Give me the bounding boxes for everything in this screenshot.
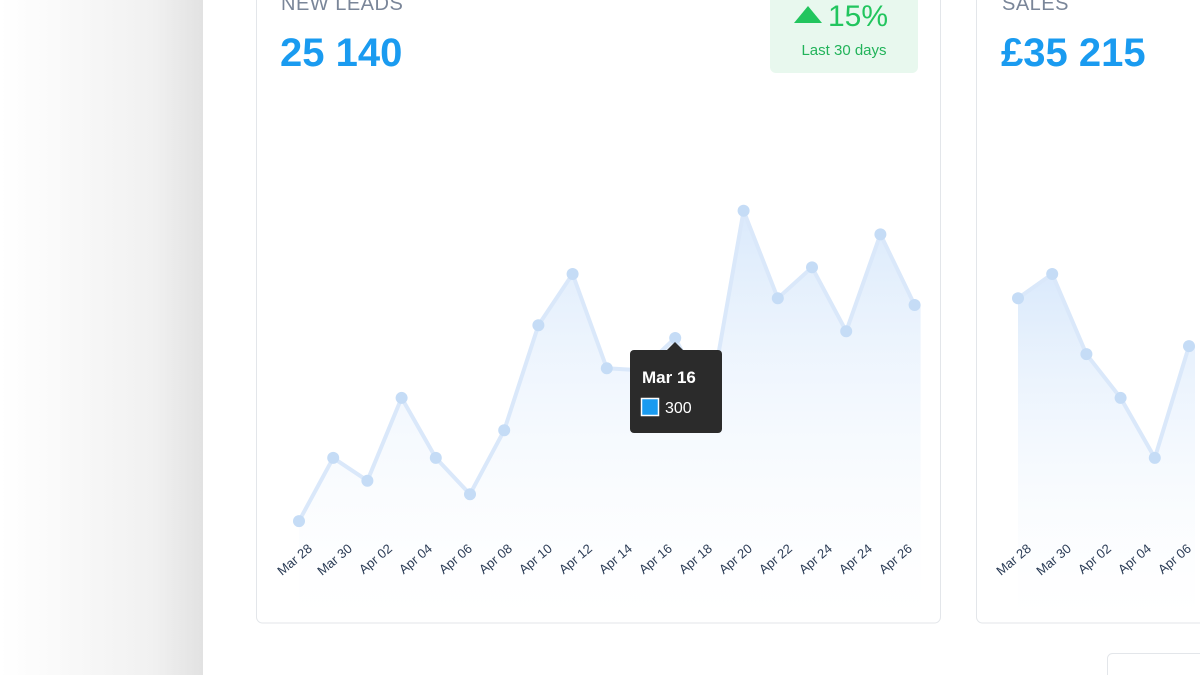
line bbox=[1016, 272, 1191, 460]
point bbox=[874, 228, 887, 241]
chart: Mar 28 Mar 30 Apr 02 Apr 04 Apr 06 Apr 08 Apr … bbox=[274, 204, 921, 621]
point bbox=[361, 474, 374, 487]
point bbox=[669, 332, 682, 345]
badge-period: Last 30 days bbox=[801, 42, 886, 59]
tooltip-arrow bbox=[666, 342, 684, 351]
point bbox=[327, 451, 340, 464]
tooltip-swatch bbox=[640, 397, 660, 417]
sidebar-shadow bbox=[0, 0, 203, 675]
card-title: SALES bbox=[1002, 0, 1069, 15]
point bbox=[395, 391, 408, 404]
up-arrow bbox=[794, 6, 822, 23]
point bbox=[464, 488, 476, 501]
point bbox=[840, 325, 853, 338]
tooltip-value: 300 bbox=[665, 400, 692, 417]
point bbox=[908, 299, 921, 312]
point bbox=[1148, 451, 1161, 464]
tooltip-date: Mar 16 bbox=[642, 368, 696, 387]
badge-change: 15% bbox=[828, 0, 888, 33]
point bbox=[600, 362, 613, 375]
point bbox=[1114, 391, 1127, 404]
tooltip: Mar 16 300 bbox=[630, 342, 722, 433]
point bbox=[293, 515, 305, 528]
point bbox=[498, 424, 511, 437]
point bbox=[806, 261, 818, 274]
card-title: NEW LEADS bbox=[281, 0, 403, 15]
point bbox=[771, 292, 784, 305]
area bbox=[299, 210, 921, 621]
point bbox=[566, 268, 579, 281]
point bbox=[1046, 268, 1059, 281]
point bbox=[1080, 348, 1093, 361]
tooltip-box bbox=[630, 350, 722, 433]
card-value: £35 215 bbox=[1001, 31, 1146, 75]
card-value: 25 140 bbox=[280, 31, 402, 75]
point bbox=[429, 451, 442, 464]
point bbox=[1183, 340, 1195, 353]
area bbox=[1018, 274, 1195, 620]
button[interactable] bbox=[1107, 653, 1200, 675]
point bbox=[1012, 292, 1024, 305]
point bbox=[532, 319, 545, 332]
point bbox=[737, 204, 750, 217]
